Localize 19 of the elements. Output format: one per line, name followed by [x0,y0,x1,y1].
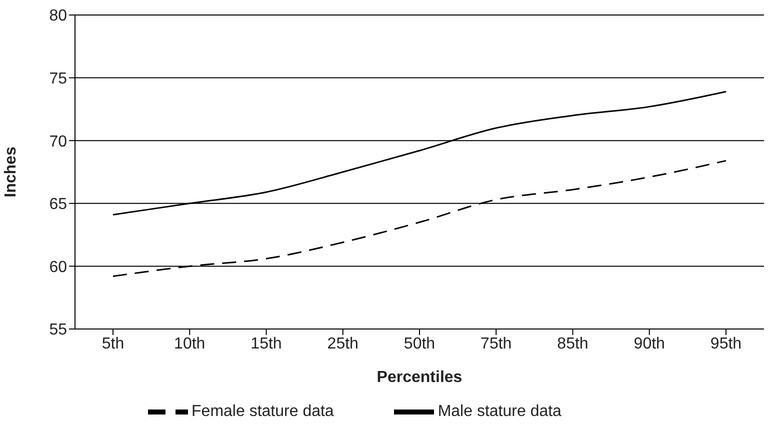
x-tick-label: 25th [327,335,358,352]
x-tick-label: 50th [404,335,436,352]
legend-label: Male stature data [438,403,562,420]
legend-label: Female stature data [192,403,334,420]
y-tick-label: 75 [49,70,68,88]
y-tick-label: 70 [49,133,68,150]
x-tick-label: 95th [710,335,742,352]
y-axis-title: Inches [2,146,20,198]
x-tick-label: 5th [102,335,124,352]
y-tick-label: 60 [49,258,68,276]
x-tick-label: 15th [250,335,282,352]
x-tick-label: 90th [634,335,665,352]
x-tick-label: 75th [480,335,512,352]
y-tick-label: 80 [49,8,68,25]
x-tick-label: 10th [174,335,206,352]
x-tick-label: 85th [557,335,588,352]
x-axis-title: Percentiles [376,369,462,386]
y-tick-label: 65 [49,196,68,214]
y-tick-label: 55 [49,322,68,339]
